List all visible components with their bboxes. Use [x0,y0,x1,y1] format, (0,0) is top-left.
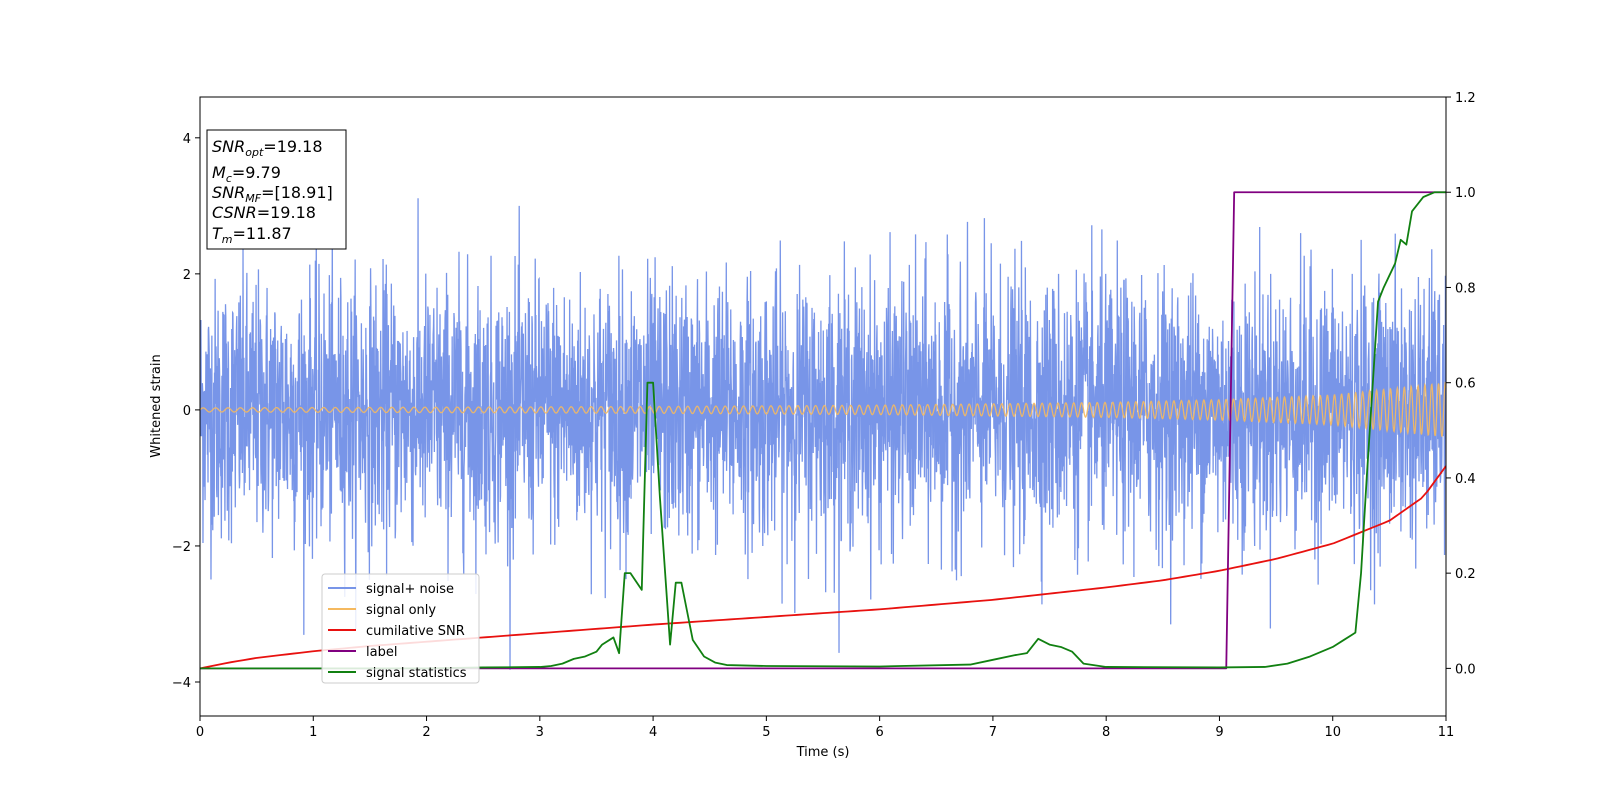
legend: signal+ noise signal only cumilative SNR la… [321,573,480,684]
legend-label: label [366,645,397,660]
x-tick-label: 9 [1215,725,1223,740]
y-right-tick-label: 0.4 [1455,472,1476,487]
info-box: SNRopt=19.18 Mc=9.79 SNRMF=[18.91] CSNR=… [206,129,347,250]
x-tick-label: 10 [1324,725,1341,740]
legend-label: cumilative SNR [366,624,465,639]
x-tick-label: 7 [989,725,997,740]
x-tick-label: 3 [536,725,544,740]
y-right-tick-label: 0.2 [1455,567,1476,582]
x-tick-label: 1 [309,725,317,740]
info-tm: Tm=11.87 [212,224,292,246]
legend-label: signal only [366,603,436,618]
legend-entries: signal+ noise signal only cumilative SNR la… [328,582,467,681]
x-tick-label: 5 [762,725,770,740]
x-tick-label: 6 [875,725,883,740]
x-tick-label: 0 [196,725,204,740]
legend-label: signal+ noise [366,582,454,597]
y-left-tick-label: 2 [183,268,191,283]
y-right-tick-label: 0.6 [1455,377,1476,392]
series-signal-statistics-line [200,191,1446,670]
series-signal-only-line [200,381,1446,437]
y-left-tick-label: −4 [172,676,191,691]
x-tick-label: 11 [1438,725,1455,740]
legend-label: signal statistics [366,666,467,681]
x-tick-label: 2 [422,725,430,740]
y-axis-label: Whitened strain [149,354,164,457]
plot-frame [199,96,1447,717]
x-tick-label: 4 [649,725,657,740]
y-axis-left: −4 −2 0 2 4 [172,132,200,691]
y-axis-right: 0.0 0.2 0.4 0.6 0.8 1.0 1.2 [1446,91,1476,677]
y-left-tick-label: 4 [183,132,191,147]
info-snr-mf: SNRMF=[18.91] [212,183,333,205]
series-layer [200,191,1446,670]
x-axis: 0 1 2 3 4 5 6 7 8 9 10 11 [196,716,1454,740]
series-label-line [200,191,1446,670]
y-left-tick-label: −2 [172,540,191,555]
legend-frame [321,573,480,684]
y-right-tick-label: 0.8 [1455,281,1476,296]
info-csnr: CSNR=19.18 [212,203,316,222]
x-axis-label: Time (s) [796,745,850,760]
y-right-tick-label: 0.0 [1455,662,1476,677]
x-tick-label: 8 [1102,725,1110,740]
info-snr-opt: SNRopt=19.18 [212,137,323,159]
y-right-tick-label: 1.2 [1455,91,1476,106]
y-right-tick-label: 1.0 [1455,186,1476,201]
y-left-tick-label: 0 [183,404,191,419]
info-mc: Mc=9.79 [212,163,281,185]
info-box-frame [206,129,347,250]
